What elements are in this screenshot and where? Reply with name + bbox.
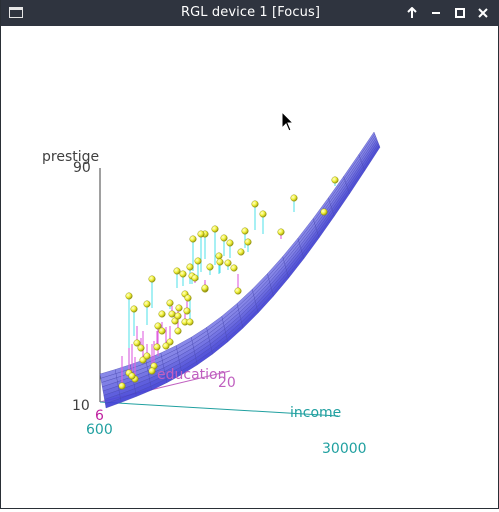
data-point bbox=[125, 292, 133, 300]
z-max-tick: 90 bbox=[73, 160, 91, 176]
data-point bbox=[234, 287, 242, 295]
window-title: RGL device 1 [Focus] bbox=[181, 5, 320, 20]
y-max-tick: 20 bbox=[218, 375, 236, 391]
data-point bbox=[244, 238, 252, 246]
data-point bbox=[133, 339, 141, 347]
regression-surface bbox=[99, 131, 381, 409]
data-point bbox=[174, 312, 182, 320]
data-point bbox=[277, 228, 285, 236]
data-point bbox=[331, 176, 339, 184]
rgl-3d-plot-canvas[interactable]: prestige 90 10 education 20 6 income 600… bbox=[2, 26, 499, 508]
data-point bbox=[158, 310, 166, 318]
data-point bbox=[226, 239, 234, 247]
data-point bbox=[206, 263, 214, 271]
data-point bbox=[215, 252, 223, 260]
data-point bbox=[224, 259, 232, 267]
data-points bbox=[118, 176, 339, 390]
data-point bbox=[194, 257, 202, 265]
data-point bbox=[130, 305, 138, 313]
data-point bbox=[166, 299, 174, 307]
data-point bbox=[153, 343, 161, 351]
data-point bbox=[237, 248, 245, 256]
y-axis-label: education bbox=[157, 367, 227, 383]
data-point bbox=[143, 300, 151, 308]
data-point bbox=[137, 344, 145, 352]
data-point bbox=[201, 284, 209, 292]
data-point bbox=[168, 310, 176, 318]
data-point bbox=[290, 194, 298, 202]
data-point bbox=[186, 263, 194, 271]
x-axis-label: income bbox=[290, 405, 342, 421]
data-point bbox=[320, 208, 328, 216]
data-point bbox=[143, 352, 151, 360]
title-bar[interactable]: RGL device 1 [Focus] bbox=[1, 0, 499, 26]
data-point bbox=[148, 275, 156, 283]
data-point bbox=[251, 200, 259, 208]
close-icon[interactable] bbox=[473, 3, 493, 23]
data-point bbox=[197, 230, 205, 238]
data-point bbox=[189, 235, 197, 243]
data-point bbox=[118, 382, 126, 390]
surface-facet bbox=[363, 145, 381, 172]
data-point bbox=[241, 227, 249, 235]
data-point bbox=[154, 322, 162, 330]
data-point bbox=[186, 318, 194, 326]
data-point bbox=[183, 307, 191, 315]
data-point bbox=[179, 270, 187, 278]
data-point bbox=[211, 225, 219, 233]
y-min-tick: 6 bbox=[95, 408, 104, 424]
x-min-tick: 600 bbox=[86, 422, 113, 438]
data-point bbox=[162, 342, 170, 350]
data-point bbox=[174, 327, 182, 335]
keep-above-icon[interactable] bbox=[402, 3, 422, 23]
data-point bbox=[175, 304, 183, 312]
z-axis-label: prestige bbox=[42, 149, 100, 165]
minimize-icon[interactable] bbox=[426, 3, 446, 23]
data-point bbox=[191, 274, 199, 282]
data-point bbox=[216, 258, 224, 266]
data-point bbox=[259, 210, 267, 218]
x-axis-line bbox=[99, 401, 339, 417]
data-point bbox=[128, 372, 136, 380]
data-point bbox=[148, 367, 156, 375]
x-max-tick: 30000 bbox=[322, 441, 367, 457]
data-point bbox=[230, 264, 238, 272]
data-point bbox=[184, 294, 192, 302]
data-point bbox=[173, 267, 181, 275]
data-point bbox=[220, 234, 228, 242]
cursor-icon bbox=[281, 110, 295, 132]
window-menu-icon[interactable] bbox=[9, 7, 23, 18]
z-min-tick: 10 bbox=[72, 398, 90, 414]
scene-svg bbox=[99, 110, 381, 417]
data-point bbox=[158, 327, 166, 335]
maximize-icon[interactable] bbox=[450, 3, 470, 23]
